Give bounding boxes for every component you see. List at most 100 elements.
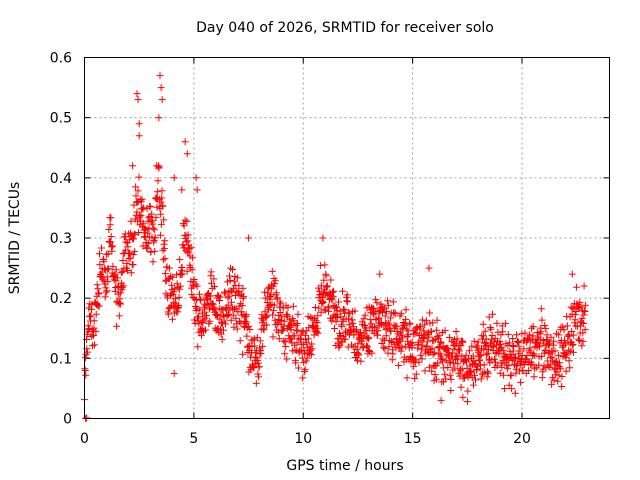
data-point	[513, 331, 521, 339]
data-points	[81, 72, 589, 422]
data-point	[338, 322, 346, 330]
y-tick-label: 0.6	[50, 51, 72, 67]
data-point	[437, 396, 445, 404]
data-point	[97, 273, 105, 281]
data-point	[549, 357, 557, 365]
data-point	[526, 331, 534, 339]
data-point	[154, 177, 162, 185]
data-point	[484, 369, 492, 377]
data-point	[408, 339, 416, 347]
data-point	[105, 226, 113, 233]
data-point	[203, 312, 210, 320]
data-point	[175, 293, 183, 301]
data-point	[271, 277, 279, 285]
data-point	[299, 340, 307, 348]
data-point	[333, 303, 340, 311]
y-tick-label: 0	[63, 412, 72, 428]
data-point	[384, 297, 392, 305]
data-point	[419, 341, 427, 349]
data-point	[446, 358, 454, 366]
data-point	[501, 385, 509, 392]
data-point	[518, 330, 526, 338]
data-point	[269, 311, 277, 319]
data-point	[389, 350, 397, 358]
data-point	[226, 277, 234, 284]
data-point	[539, 365, 547, 373]
data-point	[330, 287, 337, 295]
data-point	[149, 224, 157, 232]
data-point	[425, 264, 433, 272]
data-point	[146, 203, 154, 211]
data-point	[100, 258, 108, 266]
data-point	[290, 332, 298, 340]
data-point	[194, 343, 202, 351]
data-point	[340, 305, 347, 313]
data-point	[429, 350, 437, 358]
data-point	[384, 301, 392, 309]
data-point	[268, 281, 276, 289]
data-point	[304, 335, 312, 343]
data-point	[571, 311, 579, 319]
data-point	[464, 387, 472, 395]
data-point	[381, 312, 389, 320]
data-point	[481, 327, 489, 335]
data-point	[82, 371, 90, 379]
data-point	[134, 96, 142, 104]
data-point	[569, 340, 577, 348]
data-point	[480, 361, 488, 369]
data-point	[498, 363, 506, 371]
data-point	[319, 299, 327, 306]
data-point	[232, 314, 240, 322]
data-point	[344, 298, 351, 306]
data-point	[168, 315, 176, 323]
data-point	[233, 325, 241, 333]
data-point	[398, 343, 406, 351]
y-tick-label: 0.5	[50, 111, 72, 127]
data-point	[536, 341, 544, 349]
data-point	[406, 320, 414, 328]
data-point	[568, 270, 576, 278]
data-point	[137, 212, 145, 220]
data-point	[157, 84, 165, 92]
data-point	[176, 256, 184, 264]
data-point	[383, 308, 391, 315]
data-point	[364, 335, 372, 343]
data-point	[472, 376, 479, 384]
data-point	[402, 306, 410, 314]
data-point	[132, 192, 140, 200]
data-point	[254, 359, 262, 367]
data-point	[352, 327, 360, 335]
data-point	[572, 283, 580, 291]
data-point	[251, 342, 259, 350]
data-point	[455, 369, 463, 377]
data-point	[191, 303, 199, 310]
data-point	[447, 375, 455, 383]
data-point	[362, 327, 370, 334]
data-point	[531, 365, 539, 373]
data-point	[193, 304, 201, 312]
data-point	[415, 358, 423, 366]
data-point	[225, 310, 232, 318]
data-point	[371, 323, 379, 331]
data-point	[512, 353, 520, 361]
data-point	[109, 262, 117, 270]
data-point	[289, 302, 297, 310]
data-point	[92, 310, 100, 318]
y-axis-title: SRMTID / TECUs	[7, 182, 23, 295]
data-point	[457, 383, 465, 391]
data-point	[220, 317, 228, 325]
data-point	[129, 162, 137, 170]
data-point	[566, 364, 574, 372]
data-point	[292, 359, 300, 367]
data-point	[266, 295, 274, 303]
data-point	[257, 349, 265, 357]
data-point	[473, 342, 481, 350]
y-tick-label: 0.1	[50, 351, 72, 367]
data-point	[261, 294, 269, 302]
data-point	[133, 90, 141, 98]
data-point	[246, 326, 254, 333]
data-point	[426, 309, 434, 317]
data-point	[565, 357, 573, 365]
data-point	[135, 132, 143, 140]
data-point	[175, 285, 183, 293]
